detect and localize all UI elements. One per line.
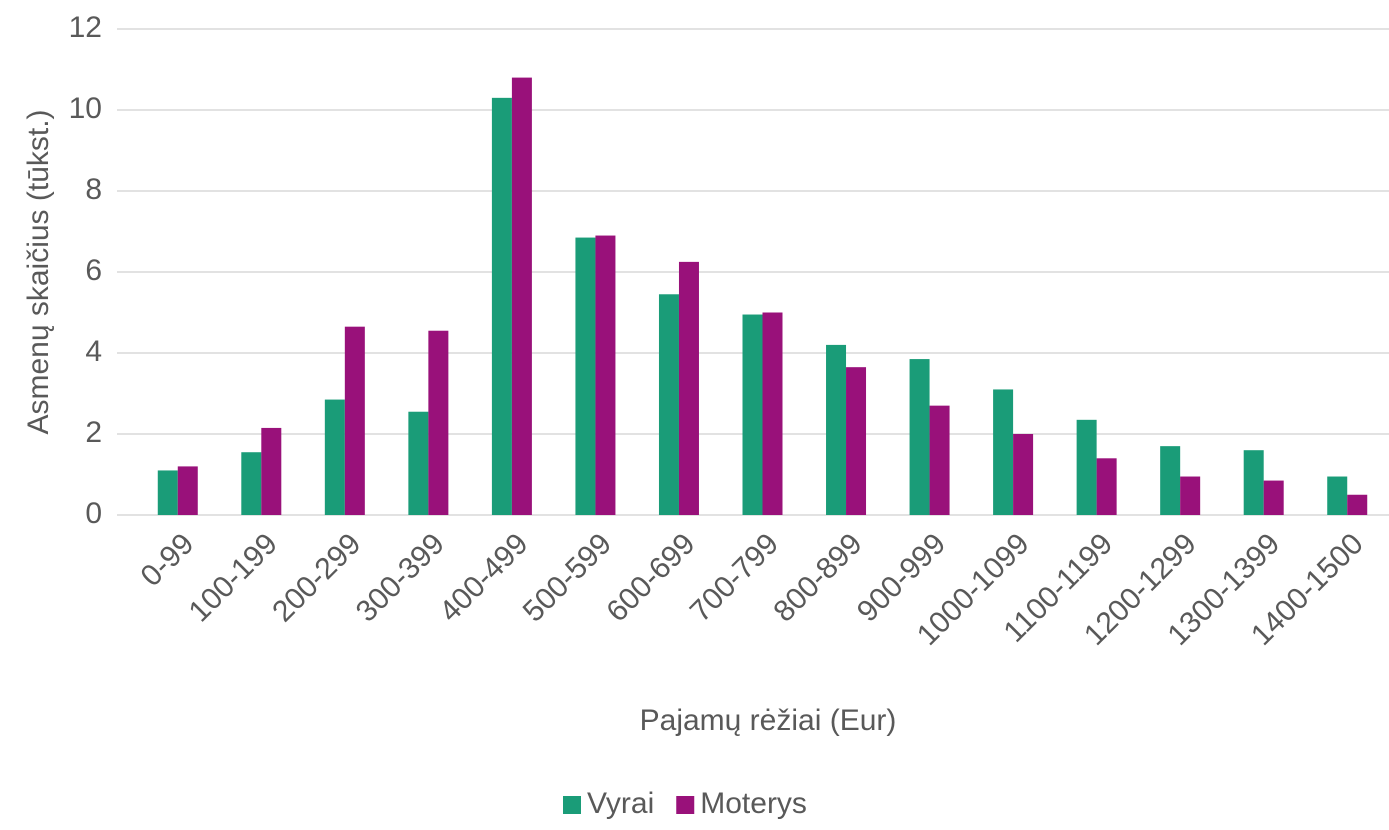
bar xyxy=(846,367,867,515)
bar xyxy=(658,294,679,515)
y-tick-label: 6 xyxy=(85,254,102,287)
bar xyxy=(1096,458,1117,515)
bar xyxy=(261,427,282,515)
bar xyxy=(324,399,345,515)
bar xyxy=(491,97,512,515)
y-tick-label: 10 xyxy=(69,92,102,125)
bar xyxy=(1160,446,1181,515)
bar xyxy=(1076,419,1097,515)
x-tick-label: 0-99 xyxy=(135,527,201,593)
y-tick-label: 0 xyxy=(85,497,102,530)
bar xyxy=(428,330,449,515)
bar xyxy=(511,77,532,515)
x-tick-label: 400-499 xyxy=(433,527,534,628)
bar xyxy=(177,466,198,515)
x-tick-label: 500-599 xyxy=(517,527,618,628)
y-tick-label: 12 xyxy=(69,11,102,44)
bar xyxy=(909,359,930,515)
x-tick-label: 700-799 xyxy=(684,527,785,628)
legend-swatch xyxy=(676,796,695,814)
y-tick-label: 4 xyxy=(85,335,102,368)
bar xyxy=(678,261,699,515)
bar xyxy=(595,235,616,516)
bar xyxy=(762,312,783,515)
y-tick-label: 8 xyxy=(85,173,102,206)
x-axis-title: Pajamų rėžiai (Eur) xyxy=(640,704,897,737)
bar xyxy=(241,452,262,515)
x-tick-label: 600-699 xyxy=(600,527,701,628)
bar xyxy=(344,326,365,515)
x-tick-label: 200-299 xyxy=(266,527,367,628)
x-tick-label: 100-199 xyxy=(183,527,284,628)
bar xyxy=(408,411,429,515)
bar xyxy=(1013,434,1034,515)
legend-label: Vyrai xyxy=(587,787,654,820)
x-tick-label: 800-899 xyxy=(767,527,868,628)
y-tick-label: 2 xyxy=(85,416,102,449)
bar xyxy=(826,344,847,515)
legend-swatch xyxy=(563,796,581,814)
x-tick-label: 300-399 xyxy=(350,527,451,628)
bar xyxy=(1180,476,1201,515)
y-axis-title: Asmenų skaičius (tūkst.) xyxy=(22,109,55,434)
bar xyxy=(742,314,763,515)
bar xyxy=(1327,476,1348,515)
bar xyxy=(1347,494,1368,515)
bar xyxy=(1243,450,1264,515)
bar xyxy=(993,389,1014,515)
bar xyxy=(157,470,178,515)
bar xyxy=(1263,480,1284,515)
bar xyxy=(575,237,596,515)
legend-label: Moterys xyxy=(700,787,807,820)
bar xyxy=(929,405,950,515)
